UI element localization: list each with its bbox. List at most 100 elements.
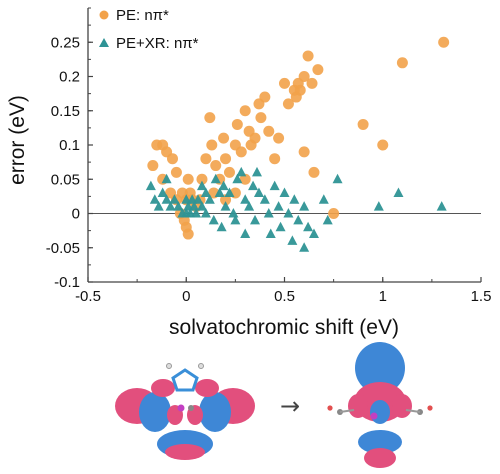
pexr-point (275, 221, 286, 232)
pe-point (298, 71, 310, 82)
pe-point (312, 64, 324, 76)
orbital-lobe (195, 379, 219, 397)
pe-point (239, 105, 251, 117)
pexr-point (230, 214, 241, 225)
pexr-point (161, 194, 172, 204)
pe-point (357, 118, 369, 130)
pexr-point (181, 208, 192, 218)
pexr-point (191, 208, 202, 218)
pexr-point (299, 201, 310, 211)
pexr-point (153, 201, 164, 211)
pexr-point (265, 228, 276, 239)
pe-point (396, 57, 408, 69)
x-tick-label: 0.5 (274, 288, 295, 305)
pexr-point (299, 242, 310, 252)
pexr-point (289, 194, 300, 204)
orbital-lobe (348, 394, 368, 418)
transition-arrow: → (280, 392, 300, 420)
pexr-point (240, 194, 251, 204)
pexr-point (200, 208, 211, 218)
pexr-point (165, 201, 176, 211)
pexr-point (259, 194, 270, 204)
pexr-point (228, 208, 239, 218)
pexr-point (218, 180, 229, 191)
legend-pexr-label: PE+XR: nπ* (116, 35, 199, 52)
legend: PE: nπ* PE+XR: nπ* (99, 7, 199, 52)
atom (188, 405, 194, 411)
pexr-point (332, 173, 343, 184)
pexr-point (169, 194, 180, 204)
orbital-lobe (151, 379, 175, 397)
x-axis-title: solvatochromic shift (eV) (169, 316, 399, 339)
pexr-point (145, 180, 156, 191)
pexr-point (318, 194, 329, 204)
pe-point (306, 77, 318, 89)
pexr-point (220, 201, 231, 211)
x-tick-label: 1 (379, 288, 387, 305)
orbital-lobe (364, 448, 396, 468)
pe-point (218, 132, 230, 144)
pe-point (302, 50, 314, 62)
pe-point (206, 139, 218, 151)
atom (327, 405, 333, 411)
pe-point (377, 139, 389, 151)
pexr-point (189, 201, 200, 211)
orbital-lobe (355, 342, 405, 394)
pe-point (273, 132, 285, 144)
pexr-point (149, 194, 160, 204)
pe-point (147, 160, 159, 172)
y-tick-label: 0.1 (59, 137, 80, 154)
pexr-point (200, 187, 211, 197)
bond (405, 409, 421, 413)
pe-point (255, 112, 267, 124)
pe-point (438, 36, 450, 48)
pe-point (308, 166, 320, 178)
pexr-point (263, 208, 274, 218)
legend-pexr-marker (99, 38, 109, 47)
pe-point (182, 173, 194, 185)
pexr-point (308, 228, 319, 239)
pe-point (166, 153, 178, 165)
pexr-point (248, 180, 259, 191)
pexr-point (373, 201, 384, 211)
pe-point (239, 173, 251, 185)
pexr-point (236, 166, 247, 177)
atom (427, 405, 433, 411)
pe-point (170, 166, 182, 178)
pe-point (282, 98, 294, 110)
orbital-lobe (392, 394, 412, 418)
x-tick-label: 0 (182, 288, 190, 305)
pexr-point (293, 214, 304, 225)
pe-point (220, 194, 232, 206)
orbital-lobe (165, 444, 205, 460)
orbital-lobe (358, 430, 402, 454)
pexr-point (216, 221, 227, 232)
pexr-point (157, 187, 168, 197)
ring (171, 368, 199, 392)
series-pexr (145, 166, 447, 252)
pe-point (269, 153, 281, 165)
pexr-point (161, 173, 172, 184)
pexr-point (193, 194, 204, 204)
pexr-point (214, 187, 225, 197)
legend-pe-label: PE: nπ* (116, 7, 169, 24)
pe-point (279, 77, 290, 89)
y-tick-label: 0.25 (51, 34, 80, 51)
series-pe (147, 36, 450, 240)
atom (198, 363, 204, 369)
pexr-point (253, 187, 264, 197)
y-tick-label: -0.05 (46, 240, 80, 257)
pexr-point (173, 201, 184, 211)
pexr-point (322, 214, 333, 225)
x-tick-label: -0.5 (75, 288, 101, 305)
y-tick-label: 0.2 (59, 69, 80, 86)
pexr-point (196, 180, 207, 191)
pe-point (263, 125, 275, 137)
atom (166, 363, 172, 369)
pe-point (196, 173, 208, 185)
x-ticks: -0.5 0 0.5 1 1.5 (75, 277, 491, 305)
pe-point (182, 228, 194, 240)
pe-point (200, 153, 212, 165)
y-tick-label: 0.15 (51, 103, 80, 120)
